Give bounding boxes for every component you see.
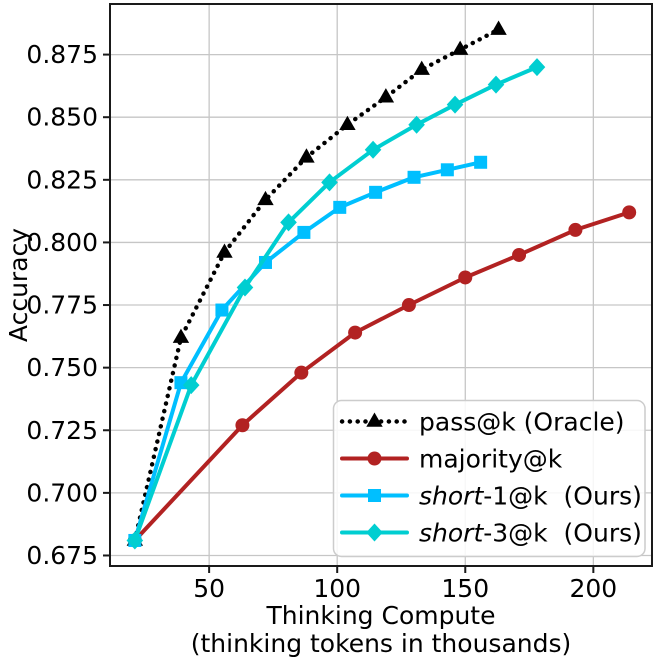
data-point-marker (368, 489, 381, 502)
y-tick-label: 0.775 (26, 291, 98, 320)
data-point-marker (333, 200, 347, 214)
x-tick-label: 100 (313, 574, 361, 603)
y-tick-label: 0.675 (26, 541, 98, 570)
x-tick-label: 150 (441, 574, 489, 603)
data-point-marker (298, 148, 315, 163)
legend-label: short-1@k (Ours) (419, 482, 642, 511)
data-point-marker (339, 115, 356, 131)
data-point-marker (490, 20, 507, 35)
legend-entry-short-1-k-ours: short-1@k (Ours) (340, 482, 642, 511)
legend-box (332, 399, 646, 558)
data-point-marker (458, 270, 473, 285)
data-point-marker (451, 40, 469, 55)
legend-entry-pass-k-oracle: pass@k (Oracle) (339, 408, 625, 437)
y-tick-label: 0.825 (26, 165, 98, 194)
x-axis-sublabel: (thinking tokens in thousands) (191, 629, 572, 658)
plot-frame (109, 3, 653, 567)
y-tick-label: 0.875 (26, 40, 98, 69)
x-axis-label: Thinking Compute (266, 601, 496, 630)
data-point-marker (366, 412, 383, 427)
data-point-marker (348, 325, 363, 340)
x-tick-label: 50 (193, 574, 225, 603)
series-line (132, 27, 501, 543)
y-axis: 0.675 0.700 0.725 0.750 0.775 0.800 0.825 0.850… (26, 40, 110, 570)
legend: pass@k (Oracle) majority@k short-1@k (Ours… (332, 399, 646, 558)
data-point-marker (215, 303, 229, 317)
data-point-marker (297, 225, 311, 239)
data-point-marker (568, 222, 583, 237)
series-line (132, 65, 539, 543)
data-point-marker (474, 155, 488, 169)
data-point-marker (126, 531, 144, 550)
x-tick-label: 200 (569, 574, 617, 603)
y-tick-label: 0.800 (26, 228, 98, 257)
y-tick-label: 0.725 (26, 416, 98, 445)
data-point-marker (257, 190, 274, 206)
data-point-marker (528, 58, 546, 77)
data-point-marker (294, 365, 309, 380)
y-tick-label: 0.700 (26, 478, 98, 507)
legend-label: majority@k (419, 445, 563, 474)
data-point-marker (172, 328, 190, 343)
data-point-marker (512, 247, 527, 262)
legend-label: short-3@k (Ours) (419, 519, 642, 548)
data-point-marker (280, 213, 297, 232)
y-axis-label: Accuracy (4, 228, 33, 342)
y-tick-label: 0.850 (26, 103, 98, 132)
data-point-marker (446, 95, 464, 114)
data-point-marker (377, 88, 395, 103)
data-point-marker (216, 243, 233, 258)
y-tick-label: 0.750 (26, 353, 98, 382)
data-point-marker (366, 523, 383, 542)
legend-entry-short-3-k-ours: short-3@k (Ours) (340, 519, 642, 548)
series-line (132, 160, 483, 543)
x-axis: 50 100 150 200 (193, 566, 617, 603)
data-point-marker (408, 115, 425, 134)
data-point-marker (487, 75, 505, 94)
data-point-marker (364, 140, 382, 159)
legend-entry-majority-k: majority@k (340, 445, 563, 474)
data-point-marker (401, 298, 416, 313)
data-point-marker (413, 60, 430, 75)
data-point-marker (367, 451, 382, 466)
data-point-marker (622, 205, 637, 220)
data-point-marker (440, 163, 454, 177)
data-point-marker (369, 185, 383, 199)
data-point-marker (321, 173, 338, 192)
data-point-marker (236, 278, 254, 297)
data-point-marker (235, 418, 250, 433)
data-point-marker (407, 170, 421, 184)
legend-label: pass@k (Oracle) (419, 408, 625, 437)
data-point-marker (182, 376, 200, 395)
series-short-3-k-ours (126, 58, 546, 550)
